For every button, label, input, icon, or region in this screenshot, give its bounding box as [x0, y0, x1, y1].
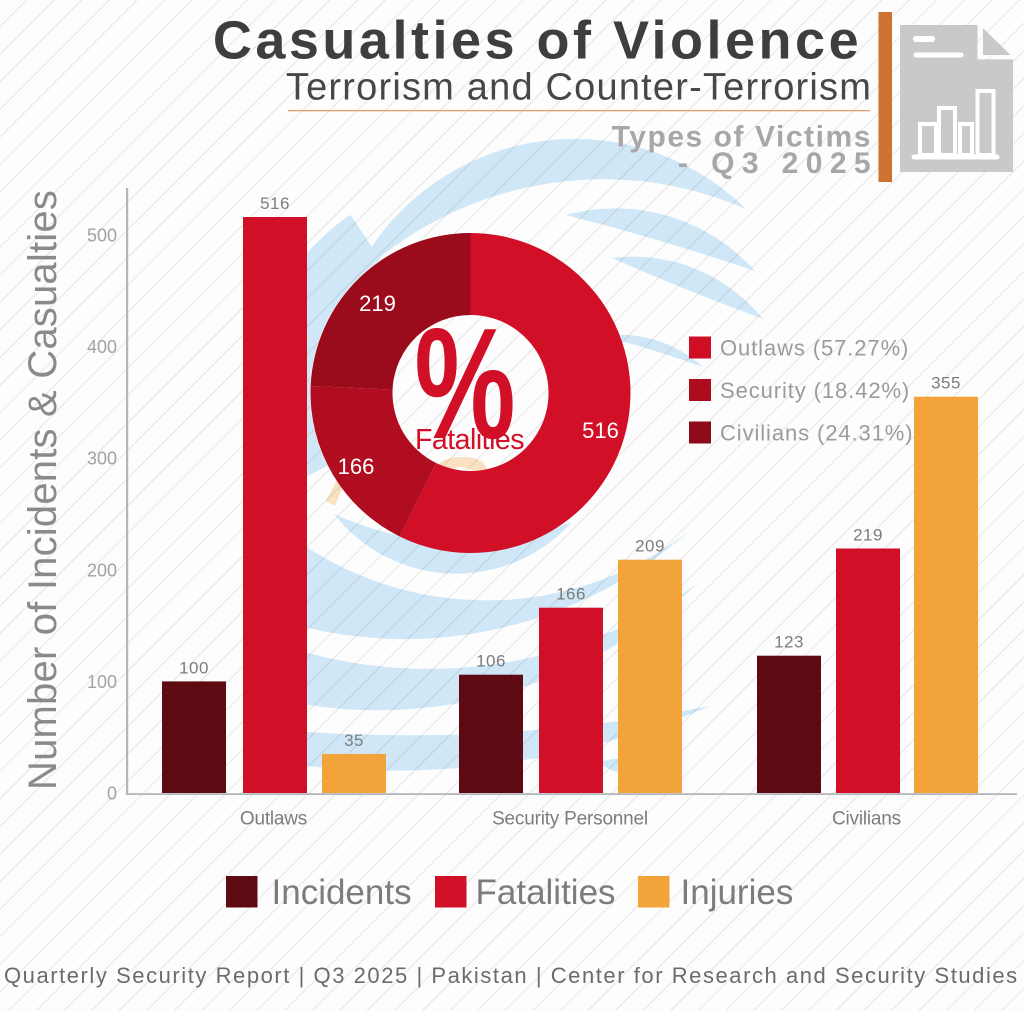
svg-text:Civilians: Civilians: [832, 809, 901, 830]
svg-text:Outlaws (57.27%): Outlaws (57.27%): [720, 336, 909, 361]
svg-text:500: 500: [87, 226, 117, 246]
svg-text:Security Personnel: Security Personnel: [492, 809, 648, 830]
svg-text:35: 35: [344, 731, 364, 750]
svg-text:100: 100: [87, 672, 117, 692]
svg-text:400: 400: [87, 337, 117, 357]
svg-text:Incidents: Incidents: [272, 873, 412, 912]
svg-text:Casualties of Violence: Casualties of Violence: [213, 11, 862, 71]
svg-text:Fatalities: Fatalities: [415, 424, 524, 456]
svg-text:Outlaws: Outlaws: [240, 809, 307, 830]
svg-text:Number of Incidents & Casualti: Number of Incidents & Casualties: [21, 190, 65, 790]
svg-text:Injuries: Injuries: [681, 873, 794, 912]
svg-text:166: 166: [556, 585, 586, 604]
svg-text:219: 219: [853, 526, 883, 545]
svg-text:123: 123: [774, 633, 804, 652]
svg-text:Civilians (24.31%): Civilians (24.31%): [720, 421, 914, 446]
svg-text:516: 516: [260, 194, 290, 213]
svg-text:Security (18.42%): Security (18.42%): [720, 378, 910, 403]
svg-text:516: 516: [582, 418, 619, 443]
svg-text:0: 0: [107, 784, 117, 804]
svg-text:300: 300: [87, 449, 117, 469]
svg-text:355: 355: [931, 374, 961, 393]
svg-text:200: 200: [87, 561, 117, 581]
svg-text:106: 106: [476, 652, 506, 671]
svg-text:%: %: [414, 296, 515, 473]
svg-text:100: 100: [179, 658, 209, 677]
svg-text:Terrorism and Counter-Terroris: Terrorism and Counter-Terrorism: [286, 67, 872, 109]
svg-text:219: 219: [359, 291, 396, 316]
svg-text:Fatalities: Fatalities: [476, 873, 616, 912]
svg-text:166: 166: [338, 454, 375, 479]
svg-text:Types of Victims: Types of Victims: [612, 121, 872, 154]
svg-text:209: 209: [635, 537, 665, 556]
svg-text:- Q3 2025: - Q3 2025: [678, 147, 878, 180]
svg-text:Quarterly Security Report | Q3: Quarterly Security Report | Q3 2025 | Pa…: [4, 963, 1019, 988]
